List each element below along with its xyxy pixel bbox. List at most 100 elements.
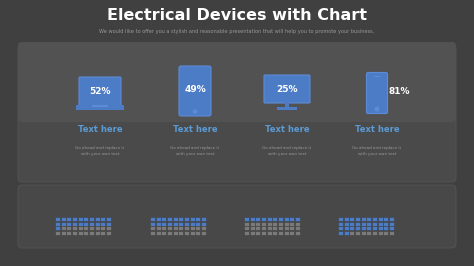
Bar xyxy=(278,222,283,226)
Bar xyxy=(66,226,71,230)
Bar xyxy=(150,222,155,226)
Bar xyxy=(150,231,155,235)
Bar xyxy=(195,222,201,226)
Bar xyxy=(383,222,389,226)
Bar xyxy=(100,231,105,235)
Bar xyxy=(66,222,71,226)
Bar xyxy=(72,231,77,235)
Bar xyxy=(290,231,294,235)
Bar xyxy=(349,217,354,221)
Bar xyxy=(273,226,277,230)
Bar xyxy=(244,231,249,235)
Bar xyxy=(378,222,383,226)
Bar xyxy=(378,226,383,230)
Bar xyxy=(76,105,124,110)
Bar xyxy=(190,226,195,230)
Bar xyxy=(338,222,343,226)
Text: Text here: Text here xyxy=(264,126,310,135)
Bar xyxy=(378,231,383,235)
Bar xyxy=(178,231,183,235)
Bar xyxy=(184,217,189,221)
Bar xyxy=(78,231,82,235)
Bar xyxy=(190,217,195,221)
Bar xyxy=(173,222,178,226)
Circle shape xyxy=(375,107,379,111)
Bar xyxy=(66,231,71,235)
Bar xyxy=(338,226,343,230)
Bar xyxy=(255,217,260,221)
Bar xyxy=(244,226,249,230)
Bar xyxy=(278,217,283,221)
Text: 25%: 25% xyxy=(276,85,298,94)
Bar xyxy=(83,231,88,235)
Bar xyxy=(374,76,380,77)
Bar xyxy=(344,217,348,221)
Text: Text here: Text here xyxy=(173,126,217,135)
Bar xyxy=(83,217,88,221)
Bar xyxy=(150,217,155,221)
Bar xyxy=(161,217,166,221)
Bar xyxy=(273,217,277,221)
Bar xyxy=(83,222,88,226)
Bar xyxy=(95,226,100,230)
Bar xyxy=(167,222,172,226)
Bar xyxy=(355,226,360,230)
Bar xyxy=(255,226,260,230)
Bar xyxy=(195,226,201,230)
Bar xyxy=(61,231,65,235)
Bar xyxy=(72,222,77,226)
Bar xyxy=(184,231,189,235)
Bar xyxy=(383,231,389,235)
Bar xyxy=(95,217,100,221)
Bar xyxy=(277,107,297,110)
Bar xyxy=(61,217,65,221)
Bar xyxy=(201,217,206,221)
Bar xyxy=(95,222,100,226)
Bar xyxy=(372,231,377,235)
Bar xyxy=(89,222,94,226)
Bar xyxy=(78,222,82,226)
Bar xyxy=(61,226,65,230)
Bar xyxy=(255,222,260,226)
Bar xyxy=(338,231,343,235)
Text: Go ahead and replace it
with your own text: Go ahead and replace it with your own te… xyxy=(171,146,219,156)
Bar xyxy=(72,217,77,221)
Bar xyxy=(201,231,206,235)
Circle shape xyxy=(193,110,197,113)
Text: Electrical Devices with Chart: Electrical Devices with Chart xyxy=(107,7,367,23)
Bar xyxy=(83,226,88,230)
Bar xyxy=(267,222,272,226)
Text: Go ahead and replace it
with your own text: Go ahead and replace it with your own te… xyxy=(75,146,125,156)
Bar xyxy=(261,226,266,230)
Text: We would like to offer you a stylish and reasonable presentation that will help : We would like to offer you a stylish and… xyxy=(100,30,374,35)
Bar xyxy=(366,217,371,221)
Bar xyxy=(72,226,77,230)
Bar xyxy=(366,222,371,226)
Bar xyxy=(261,222,266,226)
Bar xyxy=(106,222,111,226)
Bar xyxy=(284,217,289,221)
Bar xyxy=(155,226,161,230)
Bar xyxy=(201,226,206,230)
Bar xyxy=(389,226,394,230)
FancyBboxPatch shape xyxy=(18,185,456,248)
Bar xyxy=(355,231,360,235)
Bar xyxy=(355,217,360,221)
Bar xyxy=(372,222,377,226)
Bar xyxy=(383,217,389,221)
Bar xyxy=(361,217,365,221)
Bar xyxy=(66,217,71,221)
Bar xyxy=(201,222,206,226)
Bar xyxy=(349,226,354,230)
Bar xyxy=(155,222,161,226)
Bar xyxy=(55,226,60,230)
Bar xyxy=(261,217,266,221)
Bar xyxy=(284,231,289,235)
Text: Go ahead and replace it
with your own text: Go ahead and replace it with your own te… xyxy=(263,146,311,156)
Bar xyxy=(195,217,201,221)
Bar xyxy=(378,217,383,221)
Bar xyxy=(278,231,283,235)
Bar xyxy=(366,231,371,235)
Bar xyxy=(290,226,294,230)
FancyBboxPatch shape xyxy=(264,75,310,103)
